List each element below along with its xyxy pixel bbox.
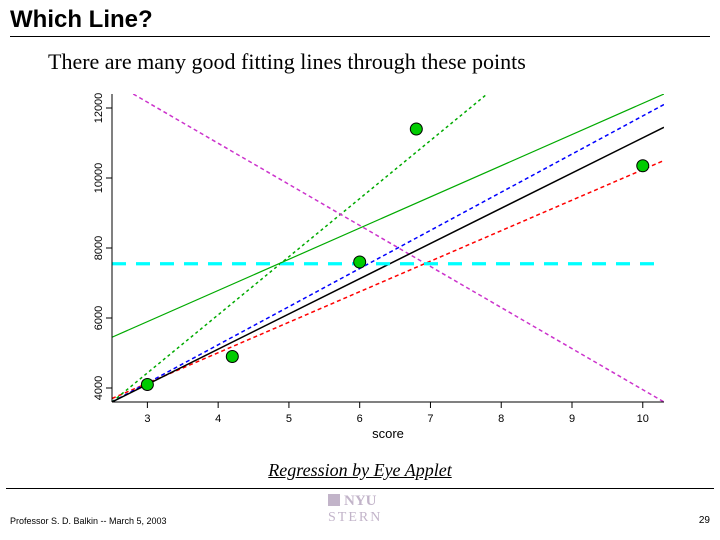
slide-title: Which Line? [10,6,710,34]
svg-text:6: 6 [357,413,363,425]
svg-text:9: 9 [569,413,575,425]
footer: Professor S. D. Balkin -- March 5, 2003 … [0,488,720,532]
nyu-stern-logo: NYU STERN [280,491,440,527]
chart-svg: 3 4 5 6 7 8 9 10 4000 6000 8000 10000 12000 score [60,92,670,444]
svg-text:score: score [372,426,404,441]
title-rule [10,36,710,37]
page-number: 29 [699,515,710,526]
svg-text:10000: 10000 [93,163,105,194]
svg-text:12000: 12000 [93,93,105,124]
svg-text:10: 10 [637,413,649,425]
logo-top: NYU [344,493,377,509]
svg-text:4: 4 [215,413,221,425]
svg-text:6000: 6000 [93,306,105,330]
title-bar: Which Line? [0,0,720,39]
slide: Which Line? There are many good fitting … [0,0,720,540]
svg-text:8: 8 [498,413,504,425]
regression-applet-link[interactable]: Regression by Eye Applet [0,460,720,481]
slide-subtitle: There are many good fitting lines throug… [0,39,720,75]
footer-rule [6,488,714,489]
svg-text:8000: 8000 [93,236,105,260]
logo-bottom: STERN [328,510,382,525]
chart: 3 4 5 6 7 8 9 10 4000 6000 8000 10000 12000 score [60,92,670,444]
svg-text:3: 3 [144,413,150,425]
svg-text:7: 7 [427,413,433,425]
footer-logo: NYU STERN [0,491,720,532]
svg-text:5: 5 [286,413,292,425]
svg-text:4000: 4000 [93,376,105,400]
